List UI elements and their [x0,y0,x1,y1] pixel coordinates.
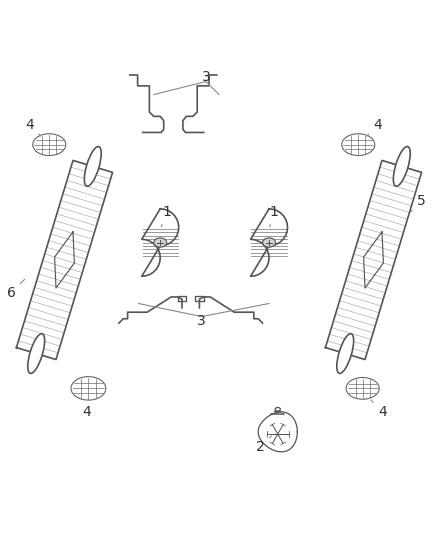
Ellipse shape [33,134,66,156]
Ellipse shape [85,147,101,186]
Text: 4: 4 [367,118,382,136]
Text: 2: 2 [256,436,272,454]
Ellipse shape [346,377,379,399]
Ellipse shape [337,334,353,374]
Polygon shape [258,412,297,452]
Text: 4: 4 [82,398,91,419]
Text: 3: 3 [197,314,206,328]
Text: 3: 3 [201,70,210,84]
Polygon shape [325,160,422,360]
Ellipse shape [71,377,106,400]
Ellipse shape [342,134,375,156]
Text: 5: 5 [410,194,426,212]
Ellipse shape [262,238,276,247]
Text: 4: 4 [25,118,41,136]
Polygon shape [251,209,288,276]
Text: 1: 1 [269,205,278,227]
Ellipse shape [28,334,45,374]
Polygon shape [142,209,179,276]
Text: 4: 4 [371,400,387,419]
Text: 1: 1 [161,205,171,227]
Ellipse shape [393,147,410,186]
Polygon shape [16,160,113,360]
Ellipse shape [275,408,280,411]
Text: 6: 6 [7,279,25,300]
Ellipse shape [154,238,167,247]
